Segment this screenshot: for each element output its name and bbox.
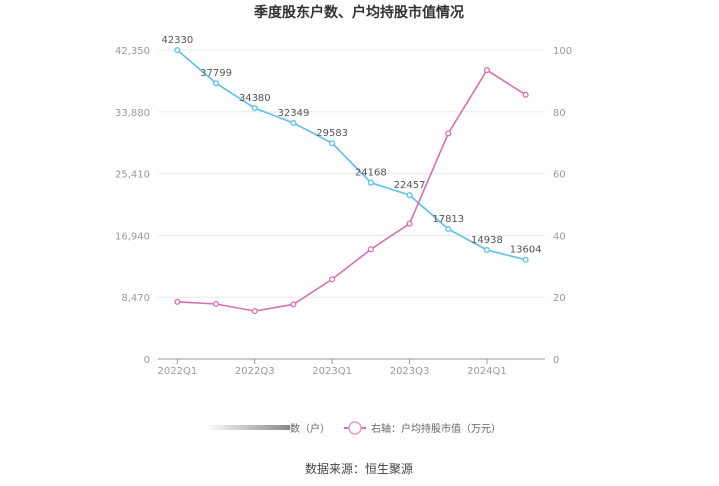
grid-lines bbox=[158, 49, 545, 360]
data-label: 24168 bbox=[355, 168, 387, 179]
series-layer: 42330 37799 34380 32349 29583 24168 22457 17813… bbox=[161, 35, 542, 315]
series-line-0 bbox=[176, 49, 526, 261]
data-label: 37799 bbox=[200, 68, 232, 79]
source-note: 数据来源：恒生聚源 bbox=[305, 461, 413, 476]
data-point bbox=[445, 130, 452, 137]
right-tick-label: 100 bbox=[553, 46, 572, 57]
left-tick-label: 8,470 bbox=[121, 293, 150, 304]
left-tick-label: 42,350 bbox=[115, 46, 150, 57]
x-tick-label: 2023Q3 bbox=[390, 366, 430, 377]
x-tick-label: 2022Q1 bbox=[158, 366, 198, 377]
x-tick-label: 2022Q3 bbox=[235, 366, 275, 377]
left-tick-label: 0 bbox=[144, 355, 150, 366]
right-tick-label: 80 bbox=[553, 108, 566, 119]
data-point bbox=[290, 301, 297, 308]
data-label: 42330 bbox=[161, 35, 193, 46]
data-point bbox=[522, 256, 529, 263]
left-tick-label: 33,880 bbox=[115, 108, 150, 119]
data-point bbox=[445, 225, 452, 233]
data-label: 34380 bbox=[239, 93, 271, 104]
legend-fade-overlay bbox=[205, 425, 290, 430]
right-tick-label: 40 bbox=[553, 231, 566, 242]
data-label: 29583 bbox=[316, 128, 348, 139]
data-point bbox=[174, 298, 181, 305]
data-point bbox=[213, 300, 220, 308]
left-tick-label: 16,940 bbox=[115, 231, 150, 242]
legend-label-right: 右轴：户均持股市值（万元） bbox=[371, 422, 501, 435]
data-point bbox=[483, 246, 491, 254]
data-label: 14938 bbox=[471, 235, 503, 246]
data-label: 32349 bbox=[278, 108, 310, 119]
data-point bbox=[329, 140, 336, 147]
data-point bbox=[251, 308, 258, 315]
right-tick-label: 60 bbox=[553, 170, 566, 181]
data-point bbox=[406, 192, 413, 199]
data-label: 17813 bbox=[432, 214, 464, 225]
right-tick-label: 20 bbox=[553, 293, 566, 304]
series-line-1 bbox=[177, 68, 527, 312]
data-point bbox=[290, 119, 297, 127]
x-tick-label: 2023Q1 bbox=[312, 366, 352, 377]
legend-label-left: 数（户） bbox=[290, 422, 330, 435]
legend-marker-right bbox=[344, 421, 366, 435]
data-point bbox=[522, 91, 529, 98]
left-tick-label: 25,410 bbox=[115, 170, 150, 181]
legend[interactable]: 数（户） 右轴：户均持股市值（万元） bbox=[205, 421, 501, 435]
data-point bbox=[174, 47, 181, 54]
data-label: 22457 bbox=[394, 180, 426, 191]
right-tick-label: 0 bbox=[553, 355, 559, 366]
data-point bbox=[213, 80, 220, 87]
data-point bbox=[329, 276, 336, 283]
data-point bbox=[251, 105, 258, 112]
data-point bbox=[367, 246, 374, 253]
data-point bbox=[406, 220, 413, 227]
data-point bbox=[367, 179, 374, 186]
data-point bbox=[483, 67, 491, 74]
x-tick-label: 2024Q1 bbox=[467, 366, 507, 377]
right-axis: 0 20 40 60 80 100 bbox=[553, 46, 572, 366]
data-label: 13604 bbox=[510, 245, 542, 256]
left-axis: 0 8,470 16,940 25,410 33,880 42,350 bbox=[115, 46, 150, 366]
x-axis: 2022Q1 2022Q3 2023Q1 2023Q3 2024Q1 bbox=[158, 359, 507, 377]
chart-title: 季度股东户数、户均持股市值情况 bbox=[253, 4, 464, 21]
